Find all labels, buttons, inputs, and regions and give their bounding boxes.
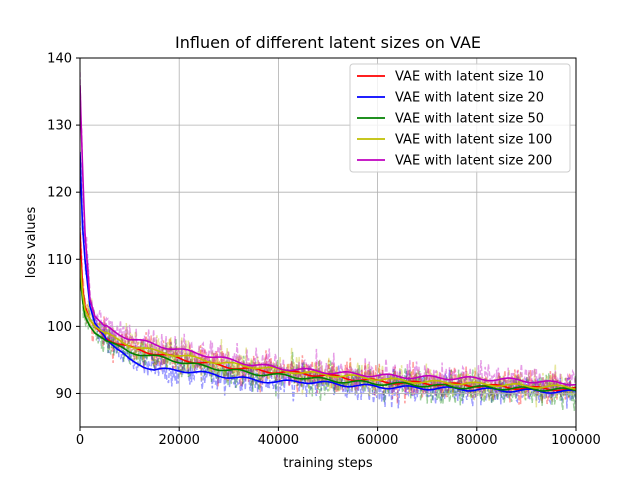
chart-title: Influen of different latent sizes on VAE (175, 33, 481, 52)
y-axis-label: loss values (24, 207, 39, 279)
y-tick-label: 120 (47, 186, 72, 201)
y-tick-label: 110 (47, 253, 72, 268)
series-line-5 (80, 84, 576, 386)
x-tick-label: 20000 (159, 433, 200, 448)
y-tick-label: 140 (47, 52, 72, 67)
grid (79, 57, 577, 427)
x-tick-label: 0 (76, 433, 84, 448)
legend-label: VAE with latent size 200 (395, 154, 552, 169)
legend-box (349, 63, 571, 173)
legend-label: VAE with latent size 10 (395, 70, 544, 85)
smoothed-series (80, 84, 576, 394)
y-axis-ticks: 90 100 110 120 130 140 (47, 52, 80, 402)
series-line-3 (80, 272, 576, 392)
x-tick-label: 40000 (258, 433, 299, 448)
raw-trace-3 (80, 283, 576, 411)
x-axis-ticks: 0 20000 40000 60000 80000 100000 (76, 427, 601, 448)
raw-trace-1 (80, 220, 576, 405)
y-tick-label: 130 (47, 119, 72, 134)
series-line-4 (80, 259, 576, 390)
y-tick-label: 100 (47, 320, 72, 335)
x-axis-label: training steps (283, 456, 373, 471)
legend-label: VAE with latent size 20 (395, 91, 544, 106)
raw-trace-5 (80, 72, 576, 399)
plot-frame (79, 57, 577, 428)
x-tick-label: 60000 (357, 433, 398, 448)
legend-label: VAE with latent size 50 (395, 112, 544, 127)
legend-label: VAE with latent size 100 (395, 133, 552, 148)
y-tick-label: 90 (55, 387, 72, 402)
x-tick-label: 100000 (551, 433, 601, 448)
legend: VAE with latent size 10 VAE with latent s… (349, 63, 571, 173)
raw-trace-2 (80, 155, 576, 409)
x-tick-label: 80000 (456, 433, 497, 448)
